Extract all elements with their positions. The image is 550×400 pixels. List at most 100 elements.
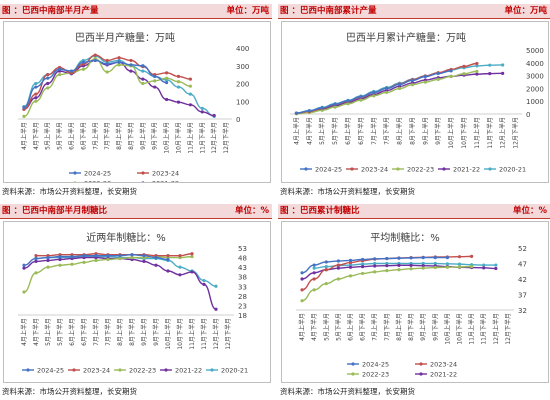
data-point	[34, 259, 38, 263]
data-point	[118, 256, 122, 261]
x-tick-label: 10月下半月	[175, 122, 183, 154]
x-tick-label: 7月下半月	[383, 117, 391, 145]
y-tick-label: 4000	[526, 60, 544, 68]
x-tick-label: 8月上半月	[116, 318, 124, 346]
data-point	[397, 256, 401, 260]
x-tick-label: 6月下半月	[357, 117, 365, 145]
data-point	[202, 278, 206, 283]
data-point	[385, 86, 389, 91]
chart-frame: 巴西半月累计产糖量：万吨 0 1000 2000 3000 4000 5000 4月上半月 4月…	[281, 21, 549, 183]
y-tick-label: 1000	[526, 98, 544, 106]
data-point	[46, 76, 50, 80]
data-point	[105, 62, 109, 66]
data-point	[153, 79, 157, 83]
data-point	[106, 254, 110, 258]
data-point	[142, 259, 146, 263]
x-tick-label: 5月下半月	[331, 117, 339, 145]
chart-frame: 巴西半月产糖量：万吨 0 100 200 300 400 4月上半月 4月下半月 5月上半月 5月…	[3, 21, 271, 183]
data-point	[176, 74, 181, 78]
data-point	[372, 94, 376, 98]
y-tick-label: 43	[238, 264, 247, 272]
legend-label: 2022-23	[407, 166, 434, 174]
data-point	[336, 263, 340, 267]
x-tick-label: 7月上半月	[371, 313, 379, 341]
x-tick-label: 5月上半月	[44, 122, 52, 150]
y-tick-label: 47	[518, 261, 527, 269]
legend-marker	[351, 362, 355, 366]
data-point	[141, 81, 145, 86]
data-point	[359, 95, 363, 99]
data-point	[153, 74, 157, 78]
panel-half-month-production: 图 ：巴西中南部半月产量 单位：万吨 巴西半月产糖量：万吨 0 100 200 300 4…	[0, 0, 272, 200]
data-point	[397, 82, 402, 87]
data-point	[449, 74, 453, 79]
x-tick-label: 6月上半月	[68, 122, 76, 150]
x-tick-label: 4月上半月	[20, 122, 28, 150]
data-point	[214, 284, 218, 288]
y-tick-label: 400	[236, 45, 249, 53]
data-point	[188, 84, 192, 88]
data-point	[333, 105, 337, 109]
data-point	[22, 290, 26, 294]
x-tick-label: 9月上半月	[140, 318, 148, 346]
y-tick-label: 48	[238, 255, 247, 263]
data-point	[141, 64, 145, 68]
data-point	[178, 265, 182, 269]
data-point	[333, 102, 337, 106]
data-point	[312, 277, 316, 281]
data-point	[324, 268, 328, 272]
data-point	[462, 72, 466, 76]
x-tick-label: 9月下半月	[431, 313, 439, 341]
y-tick-label: 200	[236, 81, 249, 89]
data-point	[470, 254, 474, 258]
data-point	[385, 90, 389, 95]
data-point	[46, 73, 50, 77]
line-chart: 巴西半月产糖量：万吨 0 100 200 300 400 4月上半月 4月下半月 5月上半月 5月…	[18, 31, 249, 183]
data-point	[421, 264, 425, 268]
figure-unit: 单位：万吨	[504, 6, 547, 16]
x-tick-label: 5月下半月	[56, 318, 64, 346]
data-point	[130, 253, 134, 257]
chart-title: 平均制糖比：%	[370, 231, 440, 244]
x-tick-label: 12月下半月	[224, 318, 232, 350]
x-tick-label: 9月上半月	[421, 117, 429, 145]
data-point	[361, 262, 365, 266]
legend-label: 2024-25	[84, 170, 111, 178]
data-point	[410, 78, 415, 83]
legend-label: 2022-23	[84, 180, 111, 183]
data-point	[202, 282, 206, 286]
data-point	[410, 83, 415, 87]
data-point	[82, 254, 86, 258]
data-point	[320, 106, 324, 110]
data-point	[488, 72, 492, 76]
legend-marker	[141, 171, 145, 175]
data-point	[436, 77, 440, 81]
y-tick-label: 5000	[526, 47, 544, 55]
figure-title: 图 ：巴西中南部累计产量	[280, 6, 377, 16]
data-source: 资料来源：市场公开资料整理，长安期货	[2, 187, 137, 196]
data-point	[165, 71, 169, 75]
x-tick-label: 8月上半月	[395, 313, 403, 341]
x-tick-label: 6月下半月	[80, 318, 88, 346]
data-point	[154, 255, 158, 260]
x-tick-label: 6月下半月	[79, 122, 87, 150]
legend-marker	[118, 368, 122, 372]
data-point	[165, 81, 169, 85]
legend-marker	[396, 167, 400, 171]
x-tick-label: 6月下半月	[359, 313, 367, 341]
data-point	[312, 271, 316, 275]
legend-marker	[72, 368, 76, 372]
data-point	[106, 257, 110, 262]
x-tick-label: 4月下半月	[32, 318, 40, 346]
data-point	[482, 266, 486, 270]
data-point	[312, 263, 316, 267]
y-tick-label: 300	[236, 63, 249, 71]
data-point	[58, 73, 62, 77]
data-point	[373, 257, 377, 261]
x-tick-label: 6月上半月	[68, 318, 76, 346]
x-tick-label: 12月下半月	[512, 117, 520, 149]
data-point	[70, 262, 74, 266]
legend-marker	[210, 368, 214, 372]
data-point	[22, 105, 26, 110]
